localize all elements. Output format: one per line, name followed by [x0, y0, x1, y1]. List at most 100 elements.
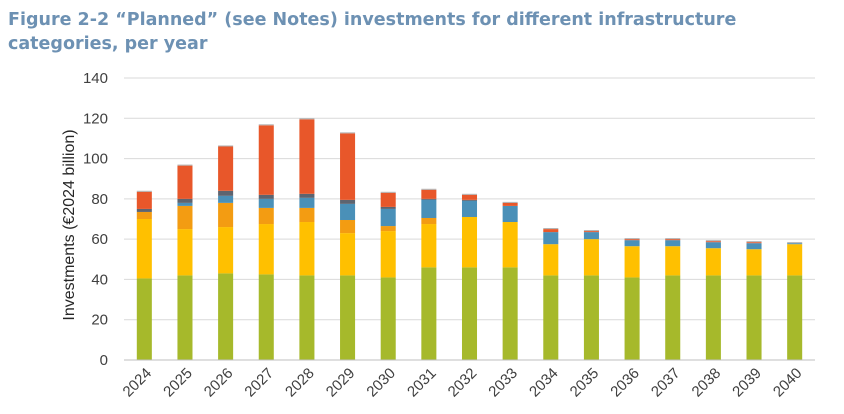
bar-stack-2032	[461, 193, 478, 360]
bar-segment	[421, 188, 437, 190]
x-tick-label: 2029	[323, 365, 359, 401]
bar-segment	[258, 125, 274, 195]
x-tick-label: 2038	[689, 365, 725, 401]
bar-segment	[461, 267, 478, 360]
bar-segment	[258, 198, 274, 208]
bar-segment	[177, 198, 193, 203]
bar-stack-2035	[583, 230, 599, 360]
y-tick-label: 120	[83, 110, 108, 127]
y-tick-label: 60	[91, 231, 108, 248]
bar-segment	[177, 202, 193, 206]
bar-segment	[380, 231, 396, 278]
figure-title: Figure 2-2 “Planned” (see Notes) investm…	[8, 10, 737, 54]
bar-stack-2025	[177, 164, 193, 360]
bar-stack-2029	[340, 132, 356, 360]
bar-stack-2037	[665, 238, 681, 360]
bar-segment	[177, 275, 193, 360]
bar-stack-2024	[136, 190, 152, 360]
x-tick-label: 2037	[648, 365, 684, 401]
y-tick-label: 40	[91, 271, 108, 288]
y-axis-ticks: 0 20 40 60 80 100 120 140	[83, 70, 108, 369]
bar-segment	[705, 275, 721, 360]
bar-segment	[136, 211, 152, 219]
bar-stack-2031	[421, 188, 437, 360]
bar-segment	[583, 239, 599, 276]
bar-segment	[421, 267, 437, 360]
bar-segment	[583, 232, 599, 240]
bar-segment	[502, 205, 518, 223]
bar-segment	[502, 202, 518, 206]
bar-segment	[299, 193, 315, 198]
bar-segment	[705, 248, 721, 276]
bar-segment	[705, 242, 721, 249]
bar-segment	[136, 191, 152, 209]
bar-segment	[299, 275, 315, 360]
x-tick-label: 2025	[160, 365, 196, 401]
bar-segment	[543, 244, 559, 276]
bar-segment	[705, 241, 721, 243]
bar-segment	[543, 275, 559, 360]
bar-segment	[746, 242, 762, 244]
bar-segment	[624, 277, 640, 360]
bar-segment	[624, 238, 640, 240]
bar-segment	[705, 240, 721, 242]
bar-segment	[340, 203, 356, 221]
bar-segment	[787, 275, 803, 360]
x-tick-label: 2033	[485, 365, 521, 401]
bar-stack-2027	[258, 124, 274, 360]
y-tick-label: 20	[91, 312, 108, 329]
bar-segment	[258, 224, 274, 275]
x-tick-label: 2031	[404, 365, 440, 401]
y-axis-label: Investments (€2024 billion)	[61, 129, 78, 320]
bar-segment	[665, 238, 681, 240]
y-tick-label: 100	[83, 151, 108, 168]
bar-stack-2036	[624, 238, 640, 360]
bar-segment	[461, 216, 478, 268]
bar-segment	[340, 199, 356, 204]
x-tick-label: 2030	[363, 365, 399, 401]
bar-stack-2039	[746, 241, 762, 360]
bar-segment	[787, 244, 803, 276]
bar-segment	[380, 191, 396, 193]
bar-segment	[543, 228, 559, 230]
bar-segment	[299, 119, 315, 194]
bar-segment	[177, 165, 193, 199]
bar-segment	[299, 222, 315, 276]
bar-segment	[340, 133, 356, 200]
bar-segment	[502, 222, 518, 268]
bar-segment	[421, 198, 437, 200]
bar-segment	[218, 202, 234, 228]
bar-segment	[502, 267, 518, 360]
bar-segment	[746, 275, 762, 360]
bar-segment	[746, 243, 762, 250]
bar-segment	[380, 277, 396, 360]
bar-segment	[787, 243, 803, 245]
bar-segment	[665, 246, 681, 276]
x-tick-label: 2028	[282, 365, 318, 401]
bar-stack-2034	[543, 228, 559, 360]
y-tick-label: 80	[91, 191, 108, 208]
bar-segment	[340, 233, 356, 276]
bar-segment	[136, 219, 152, 279]
bar-segment	[787, 242, 803, 244]
bar-segment	[380, 192, 396, 207]
bar-segment	[218, 145, 234, 147]
bar-segment	[340, 220, 356, 234]
bar-segment	[177, 205, 193, 230]
gridlines	[124, 77, 815, 321]
x-axis-ticks: 2024 2025 2026 2027 2028 2029 2030 2031 2032 2033…	[120, 365, 806, 401]
bar-stack-2026	[218, 145, 234, 360]
bar-segment	[177, 164, 193, 166]
bar-stack-2028	[299, 118, 315, 360]
bar-segment	[340, 132, 356, 134]
x-tick-label: 2027	[241, 365, 277, 401]
x-tick-label: 2034	[526, 365, 562, 401]
bar-segment	[218, 195, 234, 203]
x-tick-label: 2036	[607, 365, 643, 401]
bar-segment	[421, 217, 437, 225]
bar-segment	[218, 227, 234, 274]
bar-stack-2030	[380, 191, 396, 360]
bar-segment	[136, 208, 152, 212]
bar-segment	[258, 274, 274, 360]
